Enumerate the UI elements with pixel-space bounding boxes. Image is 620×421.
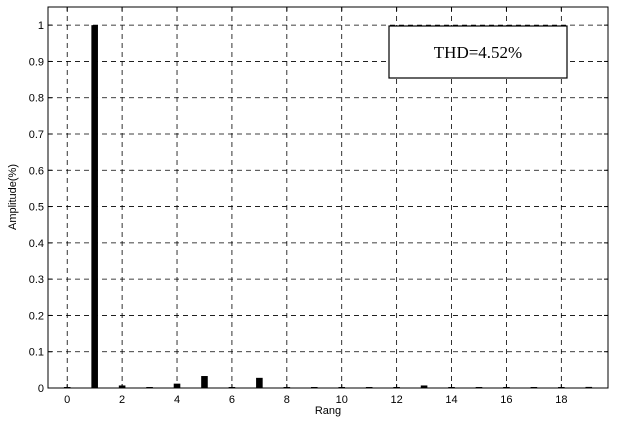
bar xyxy=(91,25,98,389)
x-tick-label: 8 xyxy=(284,394,290,406)
ticks: 0 2 4 6 8 10 12 14 16 18 0 0.1 0.2 0.3 0.4 0.5 0.6 0.7 0.8… xyxy=(29,7,608,406)
y-tick-label: 1 xyxy=(38,20,44,32)
x-tick-label: 16 xyxy=(500,394,512,406)
x-tick-label: 10 xyxy=(336,394,348,406)
bar xyxy=(585,386,593,388)
x-tick-label: 2 xyxy=(119,394,125,406)
x-tick-label: 12 xyxy=(391,394,403,406)
y-tick-label: 0.5 xyxy=(29,202,44,214)
y-axis-label: Amplitude(%) xyxy=(7,164,19,230)
annotation-text: THD=4.52% xyxy=(434,43,522,62)
bar xyxy=(256,377,263,388)
bar xyxy=(420,385,428,388)
y-tick-label: 0.1 xyxy=(29,347,44,359)
bar xyxy=(201,376,208,388)
y-tick-label: 0 xyxy=(38,383,44,395)
y-tick-label: 0.2 xyxy=(29,310,44,322)
plot-frame xyxy=(47,6,609,389)
x-tick-label: 14 xyxy=(445,394,457,406)
annotation-box: THD=4.52% xyxy=(388,25,568,79)
x-tick-label: 0 xyxy=(64,394,70,406)
y-tick-label: 0.4 xyxy=(29,238,44,250)
y-tick-label: 0.7 xyxy=(29,129,44,141)
x-tick-label: 18 xyxy=(555,394,567,406)
x-axis-label: Rang xyxy=(315,405,341,417)
x-tick-label: 6 xyxy=(229,394,235,406)
y-tick-label: 0.6 xyxy=(29,165,44,177)
y-tick-label: 0.9 xyxy=(29,56,44,68)
x-tick-label: 4 xyxy=(174,394,180,406)
y-tick-label: 0.3 xyxy=(29,274,44,286)
y-tick-label: 0.8 xyxy=(29,93,44,105)
